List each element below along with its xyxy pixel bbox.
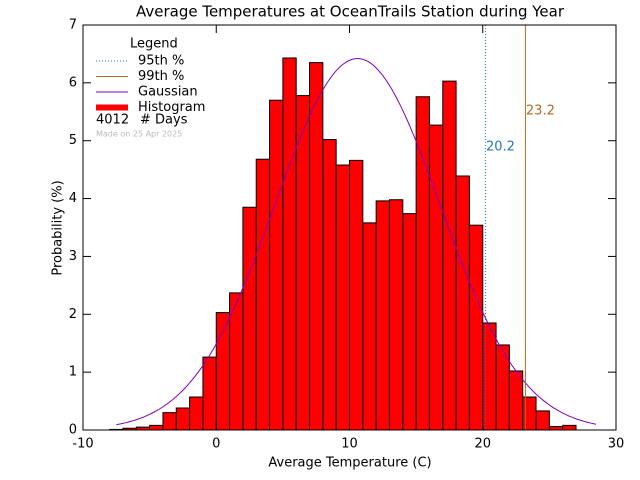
- histogram-bar: [522, 396, 537, 431]
- x-tick-label: 20: [474, 437, 491, 452]
- percentile-label: 23.2: [526, 104, 555, 119]
- histogram-bar: [282, 57, 297, 431]
- histogram-bar: [269, 99, 284, 431]
- legend-label: 99th %: [138, 69, 184, 84]
- histogram-bar: [175, 407, 191, 431]
- histogram-bar: [482, 322, 497, 431]
- histogram-bar: [428, 124, 444, 431]
- y-tick-label: 4: [69, 191, 77, 206]
- x-tick-label: 10: [341, 437, 358, 452]
- n-days-label: # Days: [140, 113, 188, 128]
- histogram-bar: [309, 62, 324, 431]
- y-tick-label: 7: [69, 18, 77, 33]
- histogram-bar: [295, 95, 311, 431]
- histogram-bar: [468, 224, 484, 431]
- histogram-bar: [149, 424, 164, 431]
- y-tick-label: 6: [69, 75, 77, 90]
- percentile-label: 20.2: [486, 140, 515, 155]
- legend-label: Histogram: [138, 100, 205, 115]
- histogram-bar: [442, 80, 457, 431]
- y-tick-label: 0: [69, 423, 77, 438]
- gaussian-curve: [116, 58, 597, 426]
- n-days: 4012: [96, 113, 129, 128]
- y-tick-label: 3: [69, 249, 77, 264]
- histogram-bar: [402, 213, 417, 431]
- y-tick-label: 2: [69, 307, 77, 322]
- x-axis-label: Average Temperature (C): [268, 456, 431, 471]
- histogram-bar: [162, 412, 177, 431]
- legend-label: Gaussian: [138, 85, 198, 100]
- legend-title: Legend: [130, 37, 178, 52]
- x-tick-label: 30: [608, 437, 625, 452]
- histogram-bar: [362, 222, 377, 431]
- y-tick-label: 5: [69, 133, 77, 148]
- histogram-bar: [242, 206, 257, 431]
- histogram-bar: [322, 139, 337, 431]
- histogram-bar: [349, 159, 364, 431]
- histogram-bar: [189, 396, 204, 431]
- histogram-bar: [215, 312, 231, 431]
- histogram-bar: [562, 424, 577, 431]
- histogram-bar: [535, 410, 550, 431]
- y-tick-label: 1: [69, 365, 77, 380]
- histogram-bar: [388, 199, 404, 431]
- histogram-bar: [455, 175, 470, 431]
- legend-label: 95th %: [138, 54, 184, 69]
- histogram-bar: [375, 200, 390, 431]
- histogram-bar: [335, 164, 350, 431]
- histogram-bar: [202, 356, 217, 431]
- histogram-bar: [548, 426, 564, 431]
- chart-title: Average Temperatures at OceanTrails Stat…: [136, 3, 565, 21]
- footnote: Made on 25 Apr 2025: [96, 130, 182, 139]
- histogram-bar: [255, 158, 271, 431]
- y-axis-label: Probability (%): [51, 180, 66, 275]
- x-tick-label: 0: [212, 437, 220, 452]
- x-tick-label: -10: [72, 437, 93, 452]
- histogram-bar: [508, 370, 524, 431]
